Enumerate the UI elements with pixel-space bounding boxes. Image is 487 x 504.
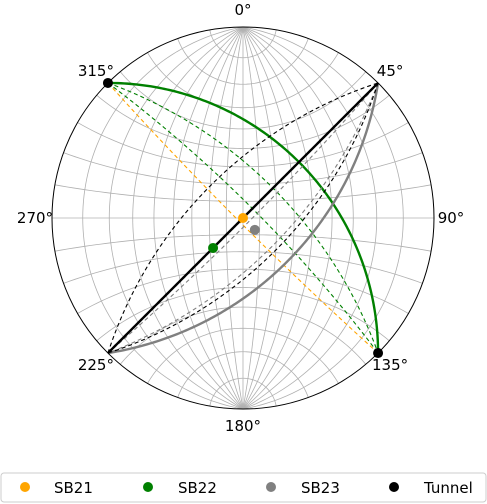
grid-parallel <box>147 327 339 384</box>
grid-parallel <box>209 377 277 407</box>
sb21-legend-marker <box>20 482 30 492</box>
sb23-great-circle <box>107 82 380 355</box>
tunnel-great-circle <box>107 82 379 354</box>
tunnel-legend-label: Tunnel <box>423 479 473 497</box>
sb22-legend-marker <box>143 482 153 492</box>
azimuth-tick-label: 315° <box>78 62 114 80</box>
grid-parallel <box>119 306 367 365</box>
grid-parallel <box>54 184 432 202</box>
sb23-great-circle <box>107 82 379 354</box>
sb21-pole-marker <box>238 213 248 223</box>
azimuth-tick-label: 135° <box>372 356 408 374</box>
sb22-legend-label: SB22 <box>178 479 217 497</box>
sb23-legend-marker <box>266 482 276 492</box>
grid-parallel <box>96 287 390 342</box>
azimuth-tick-label: 45° <box>377 62 404 80</box>
sb21-legend-label: SB21 <box>54 479 93 497</box>
azimuth-tick-label: 90° <box>438 209 465 227</box>
sb23-great-circle <box>107 82 379 354</box>
grid-parallel <box>77 122 409 168</box>
tunnel-great-circle <box>107 82 379 354</box>
azimuth-tick-label: 270° <box>17 209 53 227</box>
azimuth-tick-label: 180° <box>225 417 261 435</box>
grid-parallel <box>96 94 390 149</box>
grid-parallel <box>63 251 423 284</box>
grid-parallel <box>147 52 339 109</box>
stereonet-grid <box>52 26 434 410</box>
sb23-pole-marker <box>249 224 260 235</box>
grid-parallel <box>209 29 277 59</box>
sb23-legend-label: SB23 <box>301 479 340 497</box>
tunnel-legend-marker <box>389 482 399 492</box>
grid-parallel <box>177 38 309 85</box>
great-circles <box>107 81 380 355</box>
legend-frame <box>0 472 487 503</box>
legend: SB21 SB22 SB23 Tunnel <box>0 472 487 503</box>
azimuth-tick-label: 225° <box>78 356 114 374</box>
azimuth-tick-label: 0° <box>234 1 251 19</box>
primitive-circle <box>51 26 435 410</box>
azimuth-ticks: 0° 45° 90° 135° 180° 225° 270° 315° <box>17 1 464 435</box>
sb22-pole-marker <box>208 242 219 253</box>
grid-parallel <box>77 268 409 314</box>
grid-parallel <box>177 351 309 398</box>
